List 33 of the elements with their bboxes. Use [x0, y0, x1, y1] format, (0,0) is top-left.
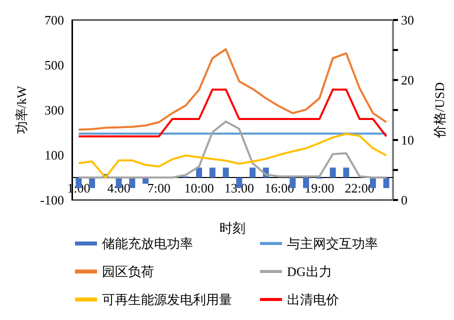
- x-tick-label: 7:00: [147, 180, 170, 196]
- bar: [196, 168, 202, 178]
- line-series: [78, 120, 388, 178]
- y2-axis-title: 价格/USD: [432, 82, 447, 139]
- y-axis-title: 功率/kW: [14, 85, 29, 134]
- x-axis-title: 时刻: [220, 220, 246, 236]
- y2-tick-label: 10: [401, 132, 414, 148]
- legend-label: 储能充放电功率: [102, 236, 193, 251]
- bar: [330, 168, 336, 178]
- y-tick-label: -100: [40, 192, 64, 208]
- y-tick-label: 500: [44, 58, 64, 72]
- bar: [129, 178, 136, 188]
- line-series: [78, 132, 388, 178]
- bar: [250, 168, 256, 178]
- y2-tick-label: 0: [401, 192, 408, 208]
- line-series: [78, 48, 388, 131]
- y2-tick-label: 30: [401, 12, 414, 28]
- y-tick-label: 300: [44, 102, 64, 118]
- legend-label: DG出力: [287, 264, 332, 279]
- bar: [89, 178, 96, 188]
- x-tick-label: 13:00: [224, 180, 254, 196]
- legend-label: 可再生能源发电利用量: [102, 292, 232, 307]
- bar: [343, 168, 350, 178]
- legend-label: 园区负荷: [102, 264, 154, 279]
- bar: [222, 168, 229, 178]
- x-tick-label: 10:00: [184, 180, 214, 196]
- y2-tick-label: 20: [401, 72, 414, 88]
- bar: [383, 178, 390, 188]
- legend-label: 出清电价: [287, 292, 339, 307]
- bar: [209, 168, 216, 178]
- y-tick-label: 700: [44, 12, 64, 28]
- legend-label: 与主网交互功率: [287, 236, 378, 251]
- y-tick-label: 100: [44, 148, 64, 162]
